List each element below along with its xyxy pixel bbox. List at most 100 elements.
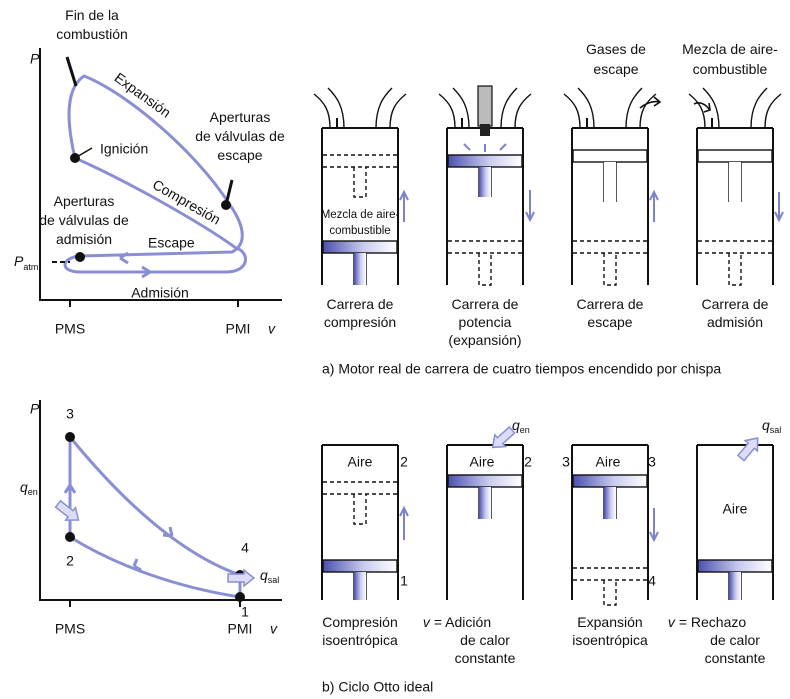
intake-flow: [693, 102, 711, 113]
label: P: [30, 401, 40, 417]
label: sal: [268, 575, 280, 585]
caption: Compresión isoentrópica: [322, 614, 398, 648]
label: 1: [400, 573, 408, 589]
diagram-line: [63, 484, 174, 572]
pv-diagram-real: Fin de la combustión P Expansión Ignición…: [14, 7, 285, 337]
piston: [322, 559, 398, 573]
label: Aperturas de válvulas de escape: [195, 109, 285, 163]
caption-line: constante: [705, 650, 766, 666]
caption-line: isoentrópica: [572, 632, 648, 648]
piston: [697, 559, 773, 573]
label: combustión: [56, 26, 128, 42]
label: 2: [400, 454, 408, 470]
label: qsal: [762, 417, 781, 436]
cylinder-wall: [321, 127, 399, 285]
piston: [322, 240, 398, 254]
label: PMS: [55, 321, 85, 337]
label: q: [260, 567, 268, 583]
label: 2: [524, 454, 532, 470]
intake-port: [438, 87, 470, 129]
label: Gases de: [586, 41, 646, 57]
heat-arrow: [491, 425, 516, 449]
engine-labels-real: Mezcla de aire-combustible Gases de escap…: [321, 41, 779, 377]
caption: Carrera de compresión: [324, 296, 396, 330]
piston-previous: [323, 481, 397, 525]
label: en: [28, 487, 38, 497]
label: 3: [648, 454, 656, 470]
caption: Carrera de escape: [577, 296, 644, 330]
label: en: [520, 425, 530, 435]
state-point: [221, 200, 231, 210]
state-point: [235, 592, 245, 602]
caption-line: admisión: [707, 314, 763, 330]
diagram-line: [39, 400, 282, 601]
piston: [697, 149, 773, 163]
label: q: [512, 417, 520, 433]
label: Aire: [348, 454, 373, 470]
valve-stem: [461, 118, 463, 128]
label: a) Motor real de carrera de cuatro tiemp…: [322, 361, 721, 377]
caption-line: Carrera de: [577, 296, 644, 312]
motion-arrow: [399, 505, 409, 540]
label: Fin de la combustión: [56, 7, 128, 42]
label: 1: [241, 604, 249, 620]
caption-line: = Rechazo: [679, 614, 747, 630]
caption-line: Compresión: [322, 614, 397, 630]
label: b) Ciclo Otto ideal: [322, 679, 433, 695]
exhaust-port: [500, 87, 532, 129]
valve-stem: [336, 118, 338, 128]
cylinder-wall: [571, 127, 649, 285]
connecting-rod-fill: [354, 253, 366, 285]
intake-port: [563, 87, 595, 129]
caption-line: isoentrópica: [322, 632, 398, 648]
valve-stem: [711, 118, 713, 128]
diagram-line: [119, 251, 151, 279]
connecting-rod-fill: [354, 572, 366, 600]
motion-arrow: [649, 189, 659, 222]
label: Patm: [14, 253, 38, 273]
state-point: [75, 252, 85, 262]
label: Aperturas: [210, 109, 271, 125]
connecting-rod-fill: [604, 162, 616, 202]
cylinder-wall: [696, 444, 774, 600]
label: Aire: [723, 501, 748, 517]
state-point: [65, 432, 75, 442]
caption-line: Carrera de: [327, 296, 394, 312]
label: de válvulas de: [39, 212, 129, 228]
motion-arrow: [649, 508, 659, 543]
caption: Expansión isoentrópica: [572, 614, 648, 648]
intake-port: [688, 87, 720, 129]
cylinder-wall: [696, 127, 774, 285]
exhaust-port: [625, 87, 657, 129]
label: v: [270, 621, 278, 637]
caption-line: Carrera de: [702, 296, 769, 312]
engine-labels-otto: Aire 2 1 Aire 2 qen 3 Aire 3 4 Aire qsal…: [322, 417, 781, 695]
diagram-line: [68, 432, 242, 599]
piston: [572, 474, 648, 488]
exhaust-flow: [639, 96, 662, 109]
label: 3: [562, 454, 570, 470]
pv-diagram-otto: P 3 2 4 1 qen qsal PMS PMI v: [20, 400, 282, 637]
caption-symbol: v: [668, 614, 676, 630]
caption-line: escape: [587, 314, 632, 330]
caption: v = Rechazo de calor constante: [668, 614, 766, 666]
caption: Carrera de potencia (expansión): [448, 296, 521, 348]
piston: [447, 474, 523, 488]
cylinder-wall: [321, 444, 399, 600]
spark-plug-tip: [480, 124, 490, 136]
label: qen: [512, 417, 530, 436]
caption-line: potencia: [459, 314, 512, 330]
label: 2: [66, 553, 74, 569]
label: 4: [241, 540, 249, 556]
label: P: [14, 253, 24, 269]
motion-arrow: [525, 190, 535, 223]
label: Aire: [470, 454, 495, 470]
caption-line: de calor: [710, 632, 760, 648]
label: Aperturas de válvulas de admisión: [39, 193, 129, 247]
piston: [447, 154, 523, 168]
spark-plug: [477, 85, 493, 127]
caption-line: Carrera de: [452, 296, 519, 312]
exhaust-port: [375, 87, 407, 129]
label: Fin de la: [65, 7, 119, 23]
engine-cylinders-real: Carrera de compresión Carrera de potencia (e…: [313, 85, 784, 348]
